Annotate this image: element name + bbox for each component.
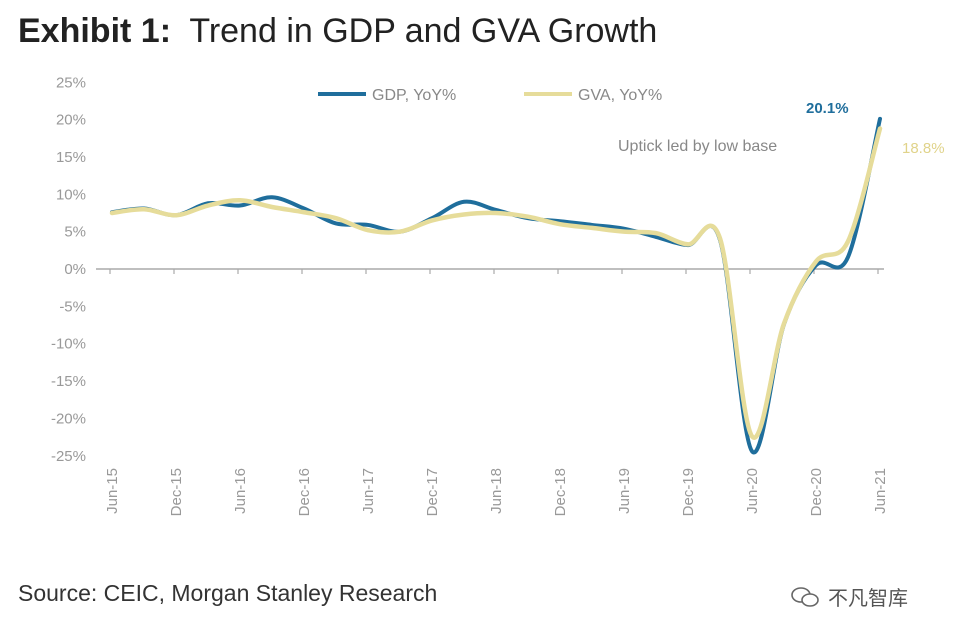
- x-tick-label: Jun-20: [744, 468, 761, 514]
- y-tick-label: 5%: [64, 224, 86, 241]
- chart-title: Exhibit 1: Trend in GDP and GVA Growth: [18, 12, 657, 51]
- x-tick-label: Jun-18: [488, 468, 505, 514]
- x-tick-label: Jun-21: [872, 468, 889, 514]
- watermark: 不凡智库: [790, 582, 908, 611]
- title-text: Trend in GDP and GVA Growth: [189, 12, 658, 50]
- x-tick-label: Dec-19: [680, 468, 697, 516]
- annotation-uptick: Uptick led by low base: [618, 138, 777, 155]
- y-tick-label: 25%: [56, 74, 86, 91]
- source-note: Source: CEIC, Morgan Stanley Research: [18, 580, 438, 606]
- x-tick-label: Dec-16: [296, 468, 313, 516]
- x-tick-label: Jun-17: [360, 468, 377, 514]
- x-tick-label: Jun-19: [616, 468, 633, 514]
- x-tick-label: Jun-16: [232, 468, 249, 514]
- x-tick-label: Dec-15: [168, 468, 185, 516]
- y-tick-label: 20%: [56, 112, 86, 129]
- y-tick-label: -25%: [51, 448, 86, 465]
- y-tick-label: 0%: [64, 261, 86, 278]
- y-tick-label: 15%: [56, 149, 86, 166]
- y-tick-label: -5%: [59, 298, 86, 315]
- y-tick-label: 10%: [56, 186, 86, 203]
- x-tick-label: Dec-18: [552, 468, 569, 516]
- y-tick-label: -10%: [51, 336, 86, 353]
- y-tick-label: -15%: [51, 373, 86, 390]
- wechat-icon: [791, 586, 819, 607]
- gdp-value-label: 20.1%: [806, 100, 849, 117]
- y-tick-label: -20%: [51, 410, 86, 427]
- series-line-gva: [109, 126, 883, 440]
- x-tick-label: Dec-17: [424, 468, 441, 516]
- legend-label-gdp: GDP, YoY%: [372, 87, 456, 104]
- exhibit-label: Exhibit 1:: [18, 12, 172, 50]
- x-tick-label: Jun-15: [104, 468, 121, 514]
- gva-value-label: 18.8%: [902, 140, 945, 157]
- legend-label-gva: GVA, YoY%: [578, 87, 662, 104]
- x-tick-label: Dec-20: [808, 468, 825, 516]
- watermark-text: 不凡智库: [828, 588, 908, 610]
